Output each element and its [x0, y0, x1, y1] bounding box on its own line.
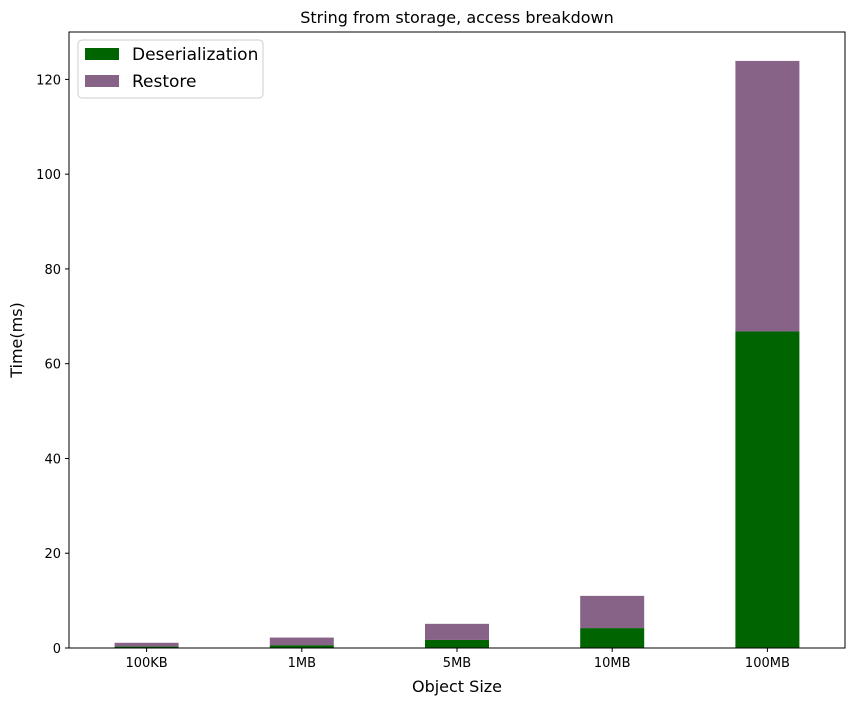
y-tick-label: 80 [44, 263, 61, 278]
bar-deserialization-100mb [735, 331, 800, 648]
legend-swatch-restore [85, 75, 119, 87]
bar-restore-100kb [114, 642, 179, 647]
bar-restore-10mb [580, 595, 645, 629]
y-tick-label: 20 [44, 547, 61, 562]
y-tick-label: 100 [36, 168, 61, 183]
bar-deserialization-10mb [580, 628, 645, 648]
x-tick-label: 100MB [745, 656, 790, 671]
bar-restore-100mb [735, 60, 800, 332]
x-axis-label: Object Size [412, 677, 502, 696]
legend-label-deserialization: Deserialization [132, 45, 258, 65]
bar-deserialization-100kb [114, 646, 179, 648]
y-tick-label: 120 [36, 73, 61, 88]
bar-deserialization-5mb [425, 639, 489, 648]
bars-group [114, 60, 800, 648]
y-tick-label: 0 [53, 642, 61, 657]
x-tick-label: 10MB [594, 656, 631, 671]
legend-label-restore: Restore [132, 72, 197, 92]
x-tick-label: 5MB [443, 656, 471, 671]
legend-swatch-deserialization [85, 48, 119, 60]
y-axis-label: Time(ms) [7, 302, 26, 379]
plot-frame [68, 31, 846, 649]
y-axis: 0 20 40 60 80 100 120 [36, 73, 69, 657]
bar-deserialization-1mb [269, 645, 334, 648]
y-tick-label: 40 [44, 452, 61, 467]
chart-title: String from storage, access breakdown [300, 8, 614, 27]
bar-restore-1mb [269, 637, 334, 646]
x-axis: 100KB 1MB 5MB 10MB 100MB [125, 648, 790, 671]
x-tick-label: 100KB [125, 656, 167, 671]
y-tick-label: 60 [44, 358, 61, 373]
bar-restore-5mb [425, 623, 489, 640]
legend-frame [77, 39, 264, 99]
legend: Deserialization Restore [77, 39, 264, 99]
x-tick-label: 1MB [288, 656, 316, 671]
